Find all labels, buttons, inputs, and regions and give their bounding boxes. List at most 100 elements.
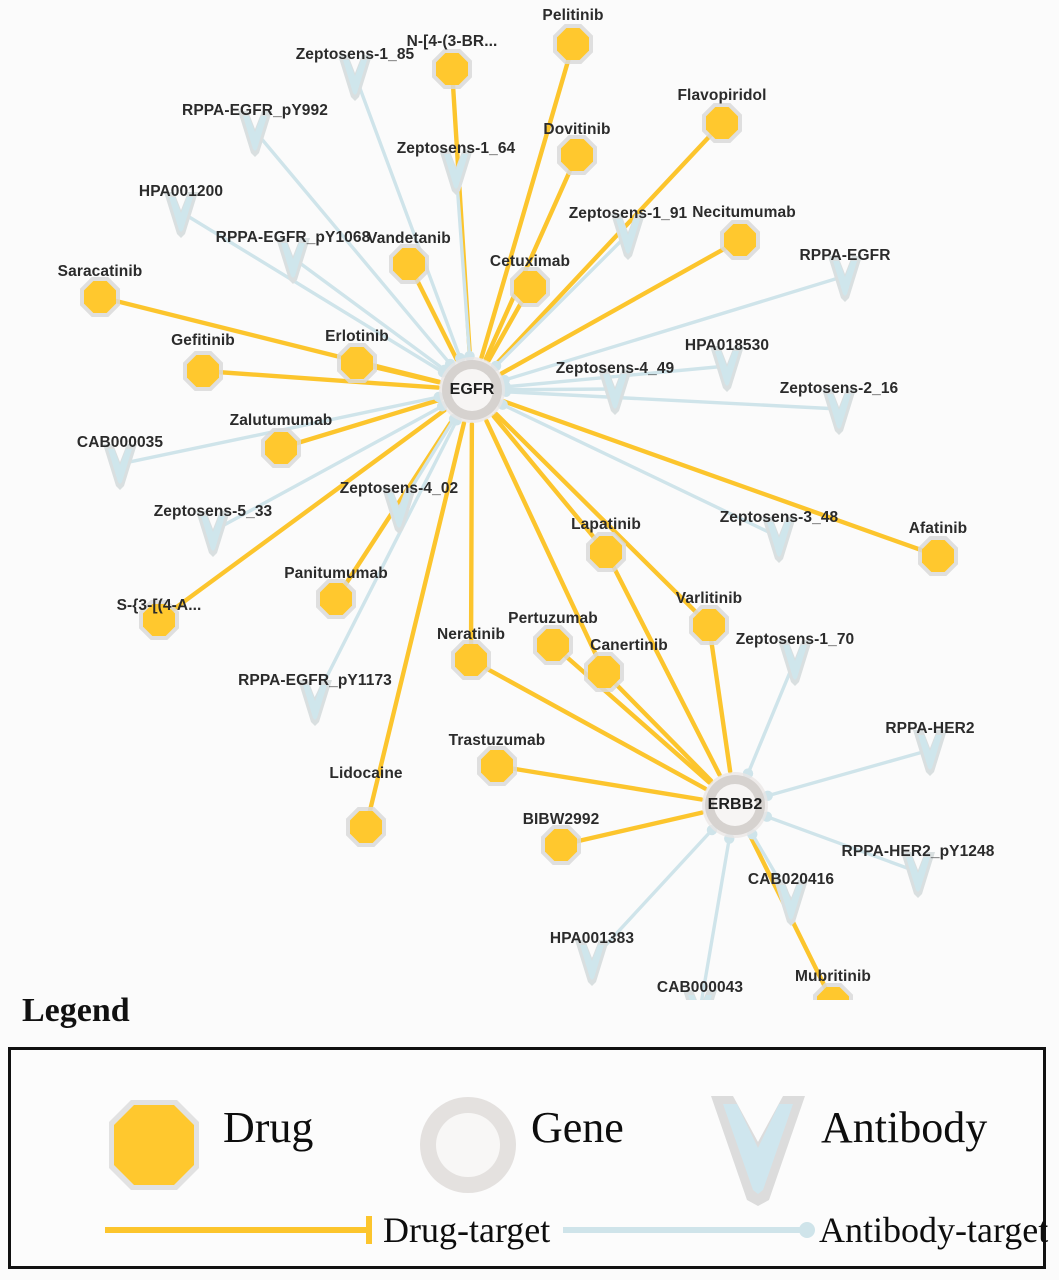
antibody-target-edge bbox=[211, 404, 444, 533]
drug-target-edge bbox=[363, 420, 467, 830]
legend-antibody-target-label: Antibody-target bbox=[819, 1210, 1049, 1250]
drug-target-edge bbox=[479, 41, 576, 360]
antibody-node[interactable] bbox=[164, 192, 198, 238]
drug-target-edge bbox=[483, 152, 580, 362]
drug-node[interactable] bbox=[451, 640, 491, 680]
antibody-node[interactable] bbox=[683, 990, 717, 1000]
antibody-node[interactable] bbox=[611, 214, 645, 260]
octagon-icon bbox=[545, 829, 577, 861]
antibody-target-edge bbox=[504, 390, 841, 411]
antibody-target-edge bbox=[313, 418, 459, 702]
gene-node-erbb2[interactable] bbox=[702, 772, 768, 838]
chevron-inner-icon bbox=[688, 995, 712, 1000]
drug-node[interactable] bbox=[533, 625, 573, 665]
antibody-target-edge bbox=[253, 129, 452, 366]
antibody-node[interactable] bbox=[913, 730, 947, 776]
antibody-node[interactable] bbox=[338, 55, 372, 101]
antibody-node[interactable] bbox=[196, 511, 230, 557]
drug-node[interactable] bbox=[918, 536, 958, 576]
antibody-target-edge bbox=[766, 748, 932, 798]
antibody-node[interactable] bbox=[828, 256, 862, 302]
antibody-node[interactable] bbox=[598, 369, 632, 415]
chevron-inner-icon bbox=[444, 154, 468, 189]
drug-target-edge bbox=[550, 642, 712, 785]
antibody-node[interactable] bbox=[710, 346, 744, 392]
drug-target-edge bbox=[468, 421, 475, 663]
chevron-inner-icon bbox=[243, 116, 267, 151]
chevron-inner-icon bbox=[827, 394, 851, 429]
octagon-icon bbox=[265, 432, 297, 464]
drug-node[interactable] bbox=[389, 244, 429, 284]
legend-antibody-edge-icon bbox=[563, 1222, 815, 1238]
octagon-icon bbox=[706, 107, 738, 139]
antibody-node[interactable] bbox=[778, 640, 812, 686]
chevron-inner-icon bbox=[715, 351, 739, 386]
antibody-node[interactable] bbox=[774, 880, 808, 926]
antibody-target-edge bbox=[291, 256, 447, 372]
octagon-icon bbox=[557, 28, 589, 60]
antibody-target-edge bbox=[494, 232, 630, 368]
drug-node[interactable] bbox=[337, 343, 377, 383]
drug-node[interactable] bbox=[557, 135, 597, 175]
antibody-node[interactable] bbox=[439, 149, 473, 195]
octagon-icon bbox=[481, 750, 513, 782]
drug-node[interactable] bbox=[346, 807, 386, 847]
drug-node[interactable] bbox=[261, 428, 301, 468]
drug-node[interactable] bbox=[316, 579, 356, 619]
octagon-icon bbox=[693, 609, 725, 641]
drug-node[interactable] bbox=[553, 24, 593, 64]
chevron-inner-icon bbox=[603, 374, 627, 409]
drug-node[interactable] bbox=[689, 605, 729, 645]
chevron-inner-icon bbox=[833, 261, 857, 296]
drug-target-edge bbox=[493, 120, 725, 368]
ring-inner bbox=[714, 784, 756, 826]
antibody-node[interactable] bbox=[901, 852, 935, 898]
drug-node[interactable] bbox=[702, 103, 742, 143]
antibody-node[interactable] bbox=[238, 111, 272, 157]
antibody-node[interactable] bbox=[822, 389, 856, 435]
drug-node[interactable] bbox=[432, 49, 472, 89]
octagon-icon bbox=[817, 987, 849, 1000]
drug-target-edge bbox=[484, 418, 607, 675]
ring-inner bbox=[451, 369, 493, 411]
chevron-inner-icon bbox=[616, 219, 640, 254]
drug-target-edge bbox=[499, 237, 743, 376]
gene-node-egfr[interactable] bbox=[439, 357, 505, 423]
drug-target-edge bbox=[501, 399, 941, 559]
octagon-icon bbox=[588, 656, 620, 688]
antibody-target-edge bbox=[590, 828, 714, 962]
antibody-node[interactable] bbox=[103, 444, 137, 490]
octagon-icon bbox=[320, 583, 352, 615]
antibody-node[interactable] bbox=[276, 238, 310, 284]
drug-node[interactable] bbox=[80, 277, 120, 317]
antibody-target-edge bbox=[454, 167, 472, 358]
drug-node[interactable] bbox=[720, 220, 760, 260]
antibody-node[interactable] bbox=[298, 680, 332, 726]
drug-node[interactable] bbox=[813, 983, 853, 1000]
chevron-inner-icon bbox=[343, 60, 367, 95]
drug-node[interactable] bbox=[541, 825, 581, 865]
chevron-inner-icon bbox=[783, 645, 807, 680]
legend-drug-target-label: Drug-target bbox=[383, 1210, 551, 1250]
antibody-node[interactable] bbox=[762, 517, 796, 563]
legend-gene-label: Gene bbox=[531, 1103, 624, 1152]
drug-node[interactable] bbox=[584, 652, 624, 692]
drug-node[interactable] bbox=[586, 532, 626, 572]
chevron-inner-icon bbox=[906, 857, 930, 892]
antibody-target-edge bbox=[502, 274, 847, 382]
antibody-target-edge bbox=[765, 814, 920, 874]
drug-target-edge bbox=[278, 397, 442, 451]
drug-target-edge bbox=[156, 407, 447, 623]
drug-node[interactable] bbox=[139, 600, 179, 640]
octagon-icon bbox=[561, 139, 593, 171]
antibody-target-edge bbox=[353, 73, 462, 360]
drug-node[interactable] bbox=[183, 351, 223, 391]
drug-node[interactable] bbox=[510, 267, 550, 307]
drug-node[interactable] bbox=[477, 746, 517, 786]
chevron-inner-icon bbox=[281, 243, 305, 278]
antibody-node[interactable] bbox=[382, 488, 416, 534]
octagon-icon bbox=[590, 536, 622, 568]
antibody-target-edge bbox=[504, 364, 729, 389]
antibody-node[interactable] bbox=[575, 940, 609, 986]
network-graph: Zeptosens-1_85 RPPA-EGFR_pY992 Zeptosens-1… bbox=[58, 7, 994, 1000]
